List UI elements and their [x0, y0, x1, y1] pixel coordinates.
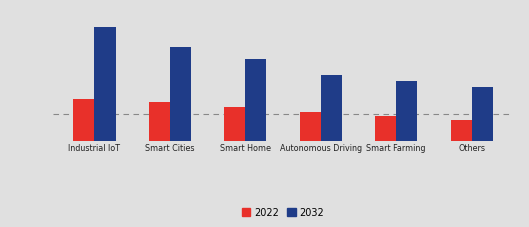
Bar [170, 47, 191, 141]
Bar [472, 87, 492, 141]
Bar [375, 116, 396, 141]
Bar [451, 120, 472, 141]
Bar [245, 59, 267, 141]
Bar [94, 27, 115, 141]
Bar [299, 112, 321, 141]
Bar [321, 75, 342, 141]
Bar [74, 99, 94, 141]
Bar [396, 81, 417, 141]
Legend: 2022, 2032: 2022, 2032 [242, 207, 324, 217]
Bar [149, 102, 170, 141]
Bar [224, 107, 245, 141]
